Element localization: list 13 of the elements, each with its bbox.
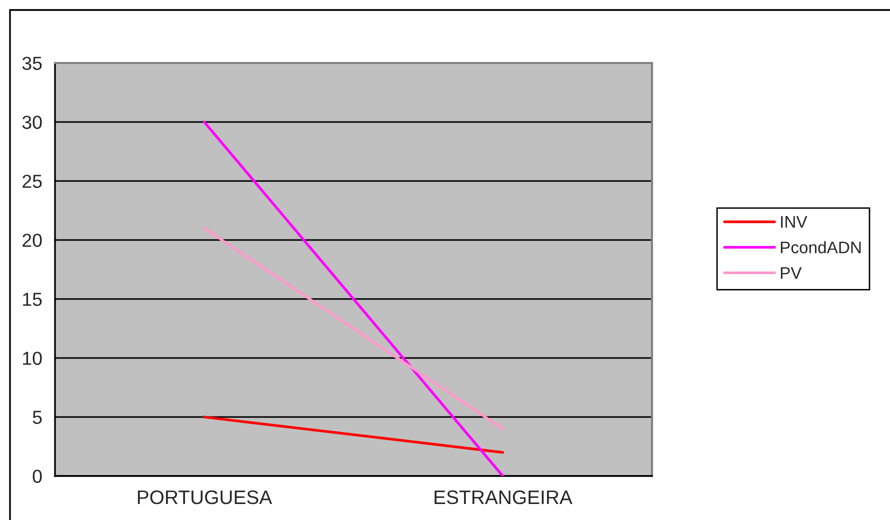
y-tick-label: 25	[22, 174, 42, 188]
legend-label: PV	[780, 267, 802, 279]
y-tick-label: 15	[23, 292, 42, 306]
legend-label: PcondADN	[780, 241, 861, 254]
y-tick-label: 30	[22, 116, 42, 129]
x-tick-label: ESTRANGEIRA	[434, 490, 572, 504]
y-tick-label: 20	[22, 234, 42, 247]
y-tick-label: 5	[32, 410, 42, 424]
legend-label: INV	[781, 216, 808, 228]
y-tick-label: 35	[22, 56, 42, 70]
y-tick-label: 0	[32, 470, 42, 483]
x-tick-label: PORTUGUESA	[138, 490, 272, 504]
y-tick-label: 10	[23, 352, 42, 365]
